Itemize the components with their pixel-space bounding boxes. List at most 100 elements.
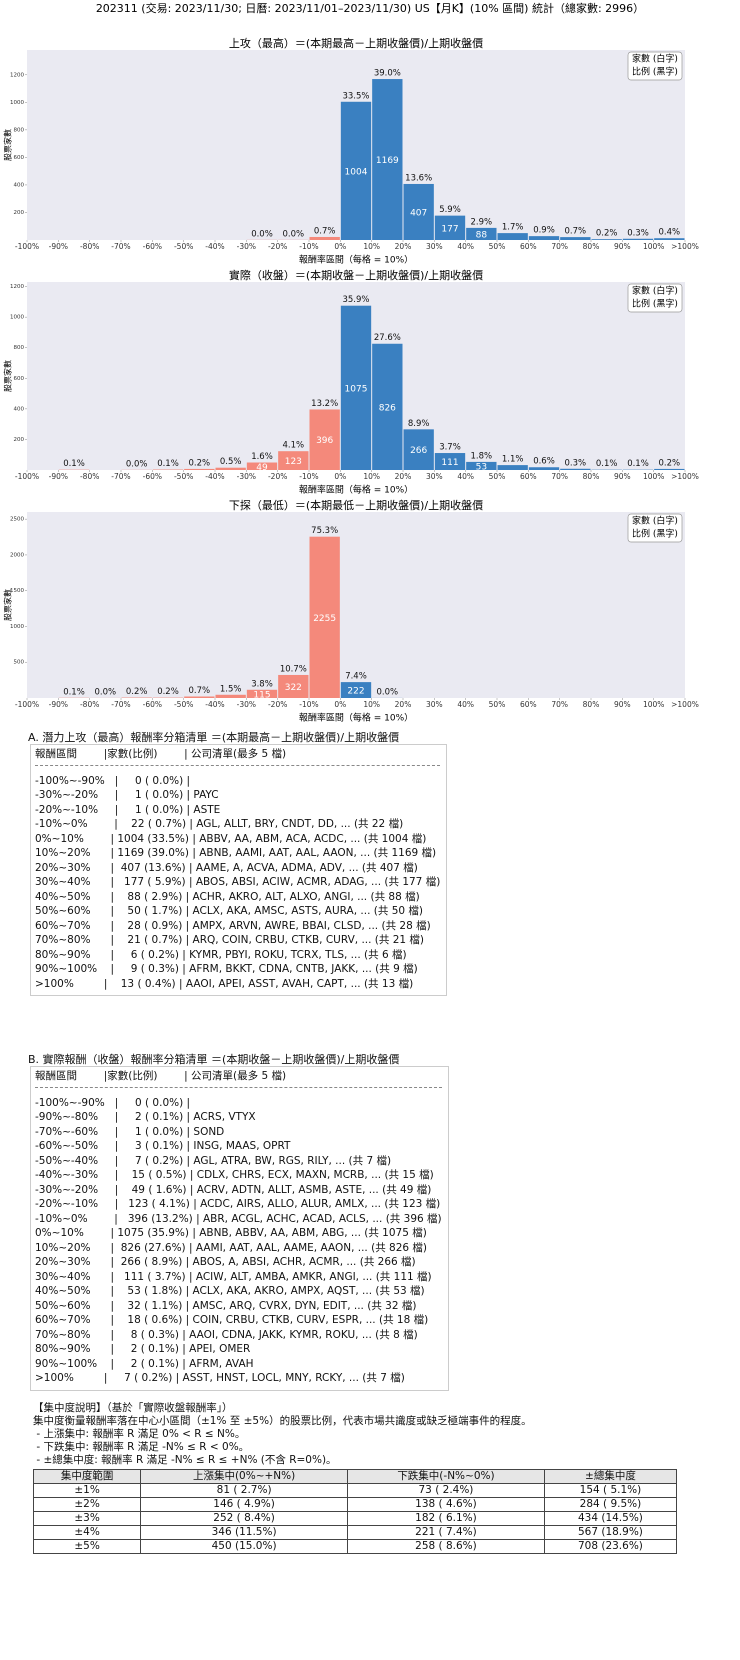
legend-entry: 家數 (白字) <box>632 515 678 527</box>
percent-label: 0.1% <box>627 459 649 469</box>
conc-notes: - 上漲集中: 報酬率 R 滿足 0% < R ≤ N%。 - 下跌集中: 報酬… <box>33 1428 683 1467</box>
percent-label: 35.9% <box>342 295 369 305</box>
percent-label: 0.1% <box>63 687 85 697</box>
percent-label: 4.1% <box>283 441 305 451</box>
bar <box>528 236 560 240</box>
y-tick-label: 400 <box>14 182 25 188</box>
table-cell: ±2% <box>32 1497 142 1512</box>
x-tick-label: -20% <box>268 472 287 481</box>
x-tick-label: -70% <box>111 242 130 251</box>
y-tick-label: 400 <box>14 406 25 412</box>
table-row: ±1% 81 ( 2.7%) 73 ( 2.4%) 154 ( 5.1%) <box>32 1483 678 1498</box>
bar <box>184 468 215 470</box>
table-row: >100% | 7 ( 0.2%) | ASST, HNST, LOCL, MN… <box>35 1372 405 1384</box>
table-cell: ±4% <box>32 1525 142 1540</box>
percent-label: 0.3% <box>627 228 649 238</box>
x-tick-label: 40% <box>457 700 474 709</box>
bar <box>560 237 591 240</box>
y-tick-label: 200 <box>14 210 25 216</box>
table-row: 10%~20% | 1169 (39.0%) | ABNB, AAMI, AAT… <box>35 847 437 859</box>
table-row: ±2% 146 ( 4.9%) 138 ( 4.6%) 284 ( 9.5%) <box>32 1497 678 1512</box>
bar <box>215 467 246 470</box>
y-tick-label: 2000 <box>10 552 24 558</box>
x-tick-label: -50% <box>174 472 193 481</box>
x-tick-label: 30% <box>426 242 443 251</box>
count-label: 222 <box>347 687 364 697</box>
count-label: 1169 <box>376 156 399 166</box>
x-tick-label: 90% <box>614 242 631 251</box>
conc-table: 集中度範圍 上漲集中(0%~+N%) 下跌集中(-N%~0%) ±總集中度 ±1% 81 … <box>32 1469 678 1554</box>
table-cell: 252 ( 8.4%) <box>140 1511 349 1526</box>
table-row: 60%~70% | 18 ( 0.6%) | COIN, CRBU, CTKB,… <box>35 1314 429 1326</box>
percent-label: 10.7% <box>280 664 307 674</box>
table-cell: 434 (14.5%) <box>543 1511 678 1526</box>
count-label: 1075 <box>345 384 368 394</box>
y-tick-label: 1000 <box>10 315 24 321</box>
y-tick-label: 2500 <box>10 517 24 523</box>
table-cell: 346 (11.5%) <box>140 1525 349 1540</box>
percent-label: 8.9% <box>408 419 430 429</box>
table-row: >100% | 13 ( 0.4%) | AAOI, APEI, ASST, A… <box>35 977 414 990</box>
count-label: 177 <box>441 224 458 234</box>
bar <box>278 674 309 698</box>
legend-box <box>627 513 683 543</box>
percent-label: 0.4% <box>659 228 681 238</box>
bar <box>466 461 497 470</box>
x-tick-label: 20% <box>395 700 412 709</box>
percent-label: 0.7% <box>565 227 587 237</box>
table-row: 20%~30% | 407 (13.6%) | AAME, A, ACVA, A… <box>35 861 418 874</box>
bar <box>372 343 403 470</box>
percent-label: 0.3% <box>565 458 587 468</box>
count-label: 49 <box>256 463 268 473</box>
percent-label: 3.8% <box>251 679 273 689</box>
y-tick-label: 500 <box>14 660 25 666</box>
x-tick-label: 0% <box>334 700 346 709</box>
table-cell: 708 (23.6%) <box>543 1539 678 1554</box>
x-tick-label: -90% <box>49 472 68 481</box>
x-tick-label: 40% <box>457 242 474 251</box>
x-tick-label: >100% <box>671 700 699 709</box>
x-tick-label: -20% <box>268 242 287 251</box>
table-row: 40%~50% | 88 ( 2.9%) | ACHR, AKRO, ALT, … <box>35 890 420 903</box>
y-axis-title: 股票家數 <box>3 129 13 161</box>
percent-label: 0.0% <box>377 687 399 697</box>
percent-label: 75.3% <box>311 526 338 536</box>
count-label: 396 <box>316 436 333 446</box>
table-row: 0%~10% | 1075 (35.9%) | ABNB, ABBV, AA, … <box>35 1227 427 1239</box>
table-row: ±3% 252 ( 8.4%) 182 ( 6.1%) 434 (14.5%) <box>32 1511 678 1526</box>
y-tick-label: 800 <box>14 127 25 133</box>
percent-label: 1.8% <box>471 451 493 461</box>
table-row: 70%~80% | 8 ( 0.3%) | AAOI, CDNA, JAKK, … <box>35 1328 418 1341</box>
y-tick-label: 1200 <box>10 284 24 290</box>
x-tick-label: 40% <box>457 472 474 481</box>
column-header: ±總集中度 <box>543 1469 678 1484</box>
x-tick-label: -90% <box>49 700 68 709</box>
percent-label: 5.9% <box>439 205 461 215</box>
table-row: -20%~-10% | 1 ( 0.0%) | ASTE <box>35 803 221 816</box>
x-tick-label: -60% <box>143 242 162 251</box>
bar <box>340 682 372 698</box>
x-tick-label: -10% <box>299 472 318 481</box>
table-cell: 567 (18.9%) <box>543 1525 678 1540</box>
table-row: 90%~100% | 2 ( 0.1%) | AFRM, AVAH <box>35 1357 254 1370</box>
bar <box>434 453 466 470</box>
x-tick-label: 10% <box>363 472 380 481</box>
bar <box>340 101 372 240</box>
bar <box>215 694 246 698</box>
x-tick-label: 0% <box>334 472 346 481</box>
x-tick-label: -40% <box>205 472 224 481</box>
x-tick-label: -10% <box>299 700 318 709</box>
legend-entry: 比例 (黑字) <box>632 528 678 540</box>
table-row: 40%~50% | 53 ( 1.8%) | ACLX, AKA, AKRO, … <box>35 1285 425 1297</box>
x-axis-title: 報酬率區間（每格 = 10%） <box>299 254 413 266</box>
bar <box>184 696 215 698</box>
count-label: 111 <box>441 458 458 468</box>
percent-label: 0.7% <box>314 226 336 236</box>
percent-label: 0.2% <box>596 229 618 239</box>
x-tick-label: -100% <box>15 472 39 481</box>
percent-label: 1.6% <box>251 452 273 462</box>
bar <box>403 429 434 470</box>
bar <box>340 305 372 470</box>
bar <box>591 239 622 240</box>
charts: 202311 (交易: 2023/11/30; 日曆: 2023/11/01–2… <box>3 1 699 724</box>
